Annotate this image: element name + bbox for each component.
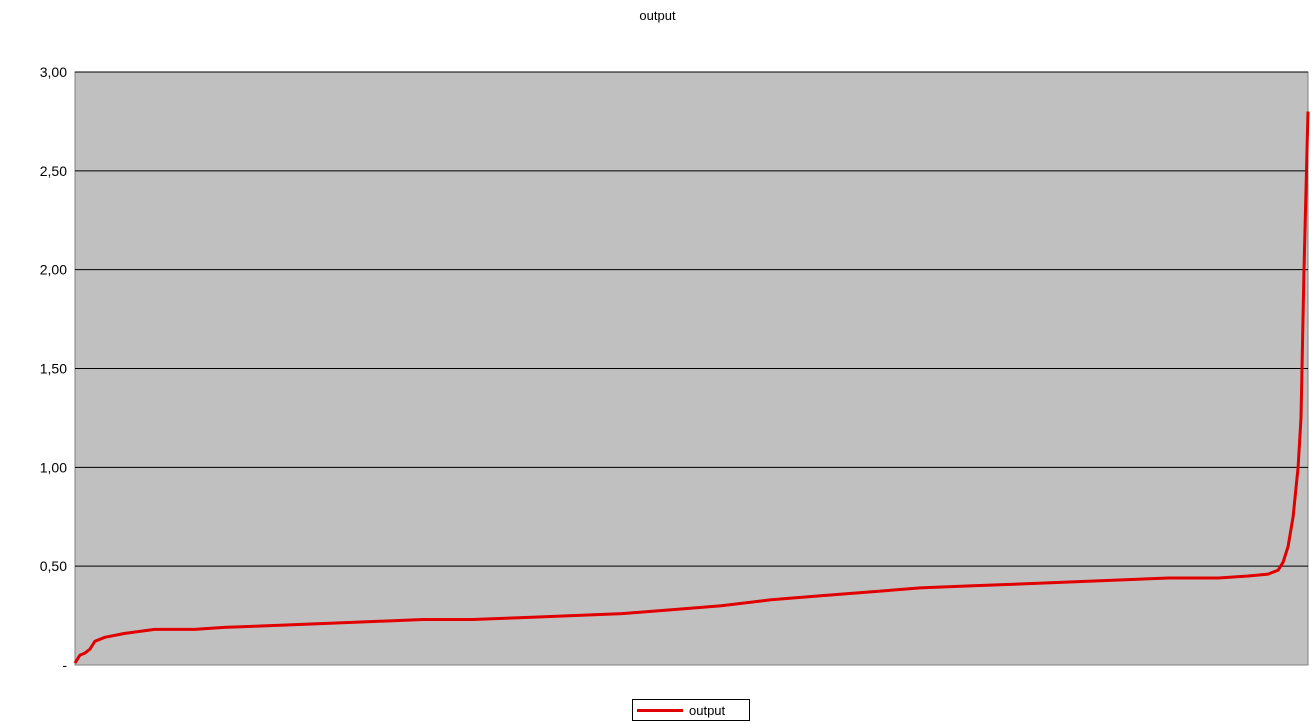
gridlines [75,71,1308,567]
legend-swatch [637,708,683,712]
legend: output [632,699,750,721]
chart-title: output [639,8,676,23]
y-tick-label: 0,50 [40,558,67,574]
y-tick-label: 1,00 [40,459,67,475]
series-line-output [73,111,1310,664]
y-axis-ticks: - 0,50 1,00 1,50 2,00 2,50 3,00 [40,64,68,673]
y-tick-label: 1,50 [40,361,67,377]
series-layer [73,111,1310,664]
y-tick-label: 2,00 [40,262,67,278]
y-tick-label: - [62,657,67,673]
y-tick-label: 2,50 [40,163,67,179]
legend-label-output: output [689,702,726,718]
y-tick-label: 3,00 [40,64,67,80]
